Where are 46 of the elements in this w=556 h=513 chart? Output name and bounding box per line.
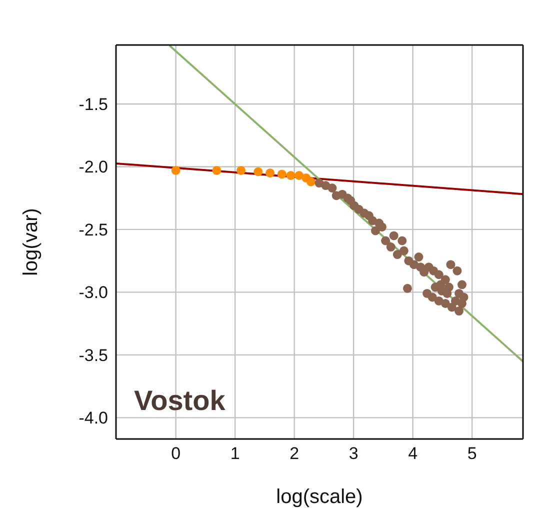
- x-tick-label: 2: [290, 444, 300, 464]
- point: [381, 236, 390, 246]
- y-tick-label: -2.0: [78, 158, 108, 177]
- x-axis-title: log(scale): [276, 486, 363, 508]
- point: [454, 306, 464, 316]
- point: [452, 266, 462, 276]
- point: [434, 296, 444, 306]
- x-tick-label: 4: [408, 444, 418, 464]
- y-tick-label: -2.5: [78, 220, 108, 240]
- point: [386, 242, 396, 252]
- point: [370, 226, 380, 236]
- point: [440, 275, 450, 284]
- x-tick-label: 0: [171, 444, 181, 464]
- point: [294, 170, 304, 180]
- y-tick-label: -1.5: [78, 95, 108, 114]
- point: [306, 177, 316, 186]
- point: [437, 286, 446, 296]
- point: [457, 298, 466, 308]
- point: [171, 166, 180, 175]
- point: [444, 282, 454, 292]
- point: [378, 222, 386, 232]
- y-tick-label: -3.0: [78, 283, 108, 302]
- point: [254, 167, 263, 176]
- point: [398, 236, 407, 246]
- point: [236, 166, 246, 175]
- point: [389, 231, 398, 240]
- point: [402, 284, 412, 293]
- y-tick-label: -3.5: [78, 346, 108, 365]
- point: [328, 184, 337, 193]
- x-tick-label: 1: [230, 444, 240, 464]
- point: [286, 170, 296, 180]
- point: [399, 246, 408, 256]
- y-tick-label: -4.0: [78, 408, 108, 428]
- annotation: Vostok: [134, 385, 226, 417]
- point: [212, 166, 222, 175]
- point: [277, 170, 286, 179]
- point: [446, 260, 456, 270]
- point: [457, 280, 466, 290]
- x-tick-label: 5: [467, 444, 477, 464]
- point: [392, 250, 402, 260]
- point: [414, 252, 424, 262]
- point: [434, 270, 444, 280]
- point: [266, 168, 275, 178]
- point: [428, 292, 437, 302]
- x-tick-label: 3: [348, 444, 358, 464]
- y-axis-title: log(var): [20, 208, 42, 276]
